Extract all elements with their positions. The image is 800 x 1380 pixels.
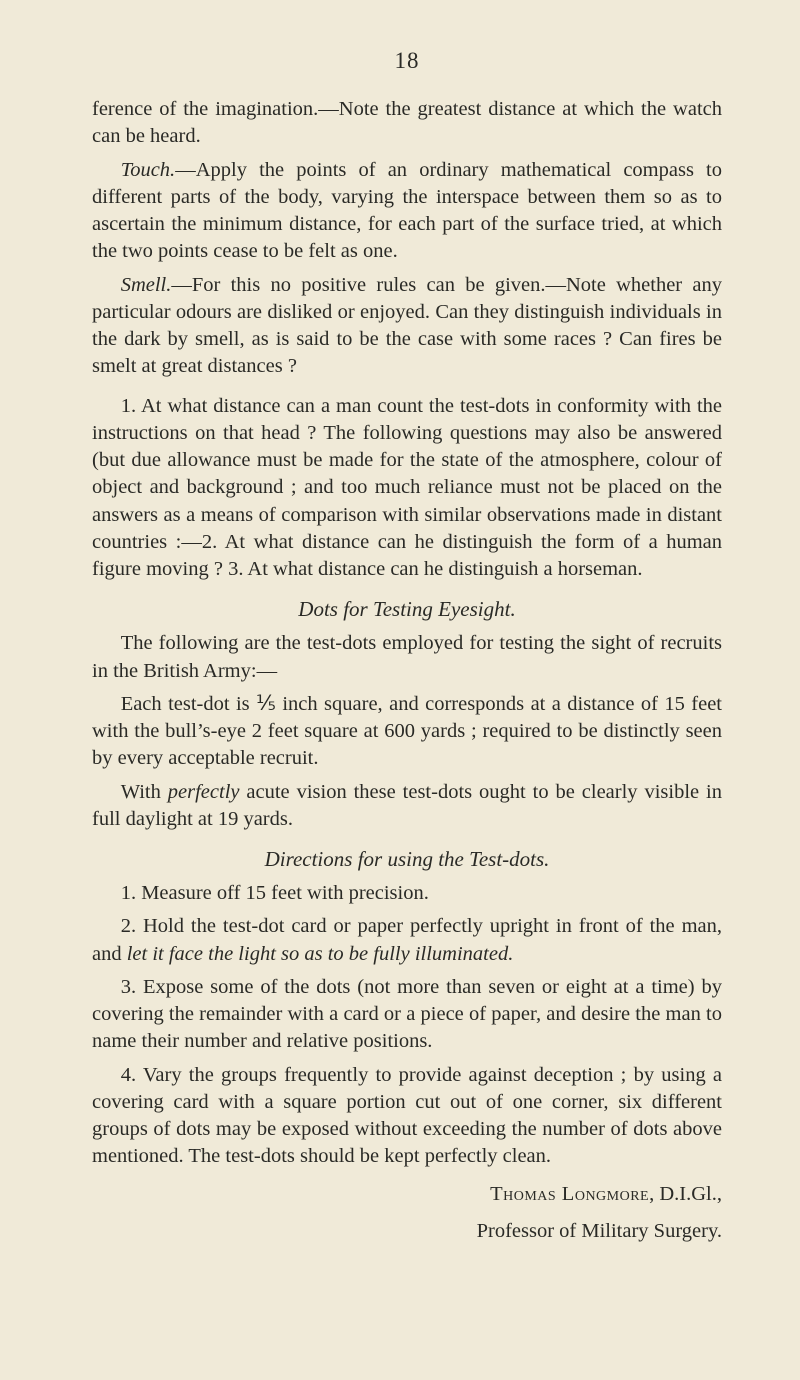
- paragraph: The following are the test-dots employed…: [92, 630, 722, 685]
- paragraph: Each test-dot is ⅕ inch square, and corr…: [92, 691, 722, 773]
- paragraph: Smell.—For this no positive rules can be…: [92, 272, 722, 381]
- paragraph: ference of the imagination.—Note the gre…: [92, 96, 722, 151]
- paragraph: 4. Vary the groups frequently to provide…: [92, 1062, 722, 1171]
- section-heading: Directions for using the Test-dots.: [92, 847, 722, 872]
- paragraph: With perfectly acute vision these test-d…: [92, 779, 722, 834]
- page-content: 18 ference of the imagination.—Note the …: [0, 0, 800, 1291]
- paragraph: 1. At what distance can a man count the …: [92, 393, 722, 584]
- paragraph: Touch.—Apply the points of an ordinary m…: [92, 157, 722, 266]
- signature-line: Professor of Military Surgery.: [92, 1218, 722, 1245]
- section-heading: Dots for Testing Eyesight.: [92, 597, 722, 622]
- page-number: 18: [92, 48, 722, 74]
- paragraph: 1. Measure off 15 feet with precision.: [92, 880, 722, 907]
- signature-line: Thomas Longmore, D.I.Gl.,: [92, 1181, 722, 1208]
- paragraph: 3. Expose some of the dots (not more tha…: [92, 974, 722, 1056]
- paragraph: 2. Hold the test-dot card or paper perfe…: [92, 913, 722, 968]
